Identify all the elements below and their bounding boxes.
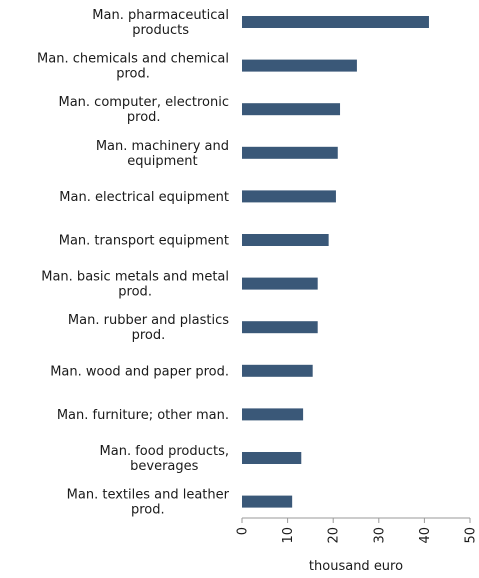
bar xyxy=(242,495,293,508)
bar xyxy=(242,103,341,116)
category-label: Man. chemicals and chemical prod. xyxy=(37,52,229,82)
bar xyxy=(242,277,318,290)
bars xyxy=(242,16,429,508)
category-label: Man. food products, beverages xyxy=(100,444,229,474)
x-tick-label: 40 xyxy=(418,527,433,544)
category-label: Man. electrical equipment xyxy=(59,190,229,205)
bar xyxy=(242,452,302,464)
bar xyxy=(242,146,338,159)
category-label: Man. wood and paper prod. xyxy=(50,364,229,379)
category-label: Man. transport equipment xyxy=(59,234,229,249)
category-labels: Man. pharmaceutical products Man. chemical… xyxy=(37,8,230,518)
bar xyxy=(242,59,357,72)
x-tick-label: 10 xyxy=(281,527,296,544)
category-label: Man. basic metals and metal prod. xyxy=(41,270,229,300)
category-label: Man. computer, electronic prod. xyxy=(58,95,229,125)
bar xyxy=(242,16,429,28)
bar xyxy=(242,364,313,377)
x-tick-label: 0 xyxy=(236,527,251,535)
category-label: Man. textiles and leather prod. xyxy=(67,488,230,518)
bar xyxy=(242,408,304,421)
x-axis-ticks: 0 10 20 30 40 50 xyxy=(236,518,479,544)
bar xyxy=(242,321,318,334)
x-tick-label: 30 xyxy=(372,527,387,544)
category-label: Man. machinery and equipment xyxy=(96,139,229,169)
x-tick-label: 20 xyxy=(327,527,342,544)
x-tick-label: 50 xyxy=(464,527,479,544)
bar xyxy=(242,234,329,246)
x-axis-title: thousand euro xyxy=(309,559,403,574)
category-label: Man. pharmaceutical products xyxy=(92,8,229,38)
bar xyxy=(242,190,336,203)
category-label: Man. furniture; other man. xyxy=(57,408,229,423)
category-label: Man. rubber and plastics prod. xyxy=(68,313,229,343)
